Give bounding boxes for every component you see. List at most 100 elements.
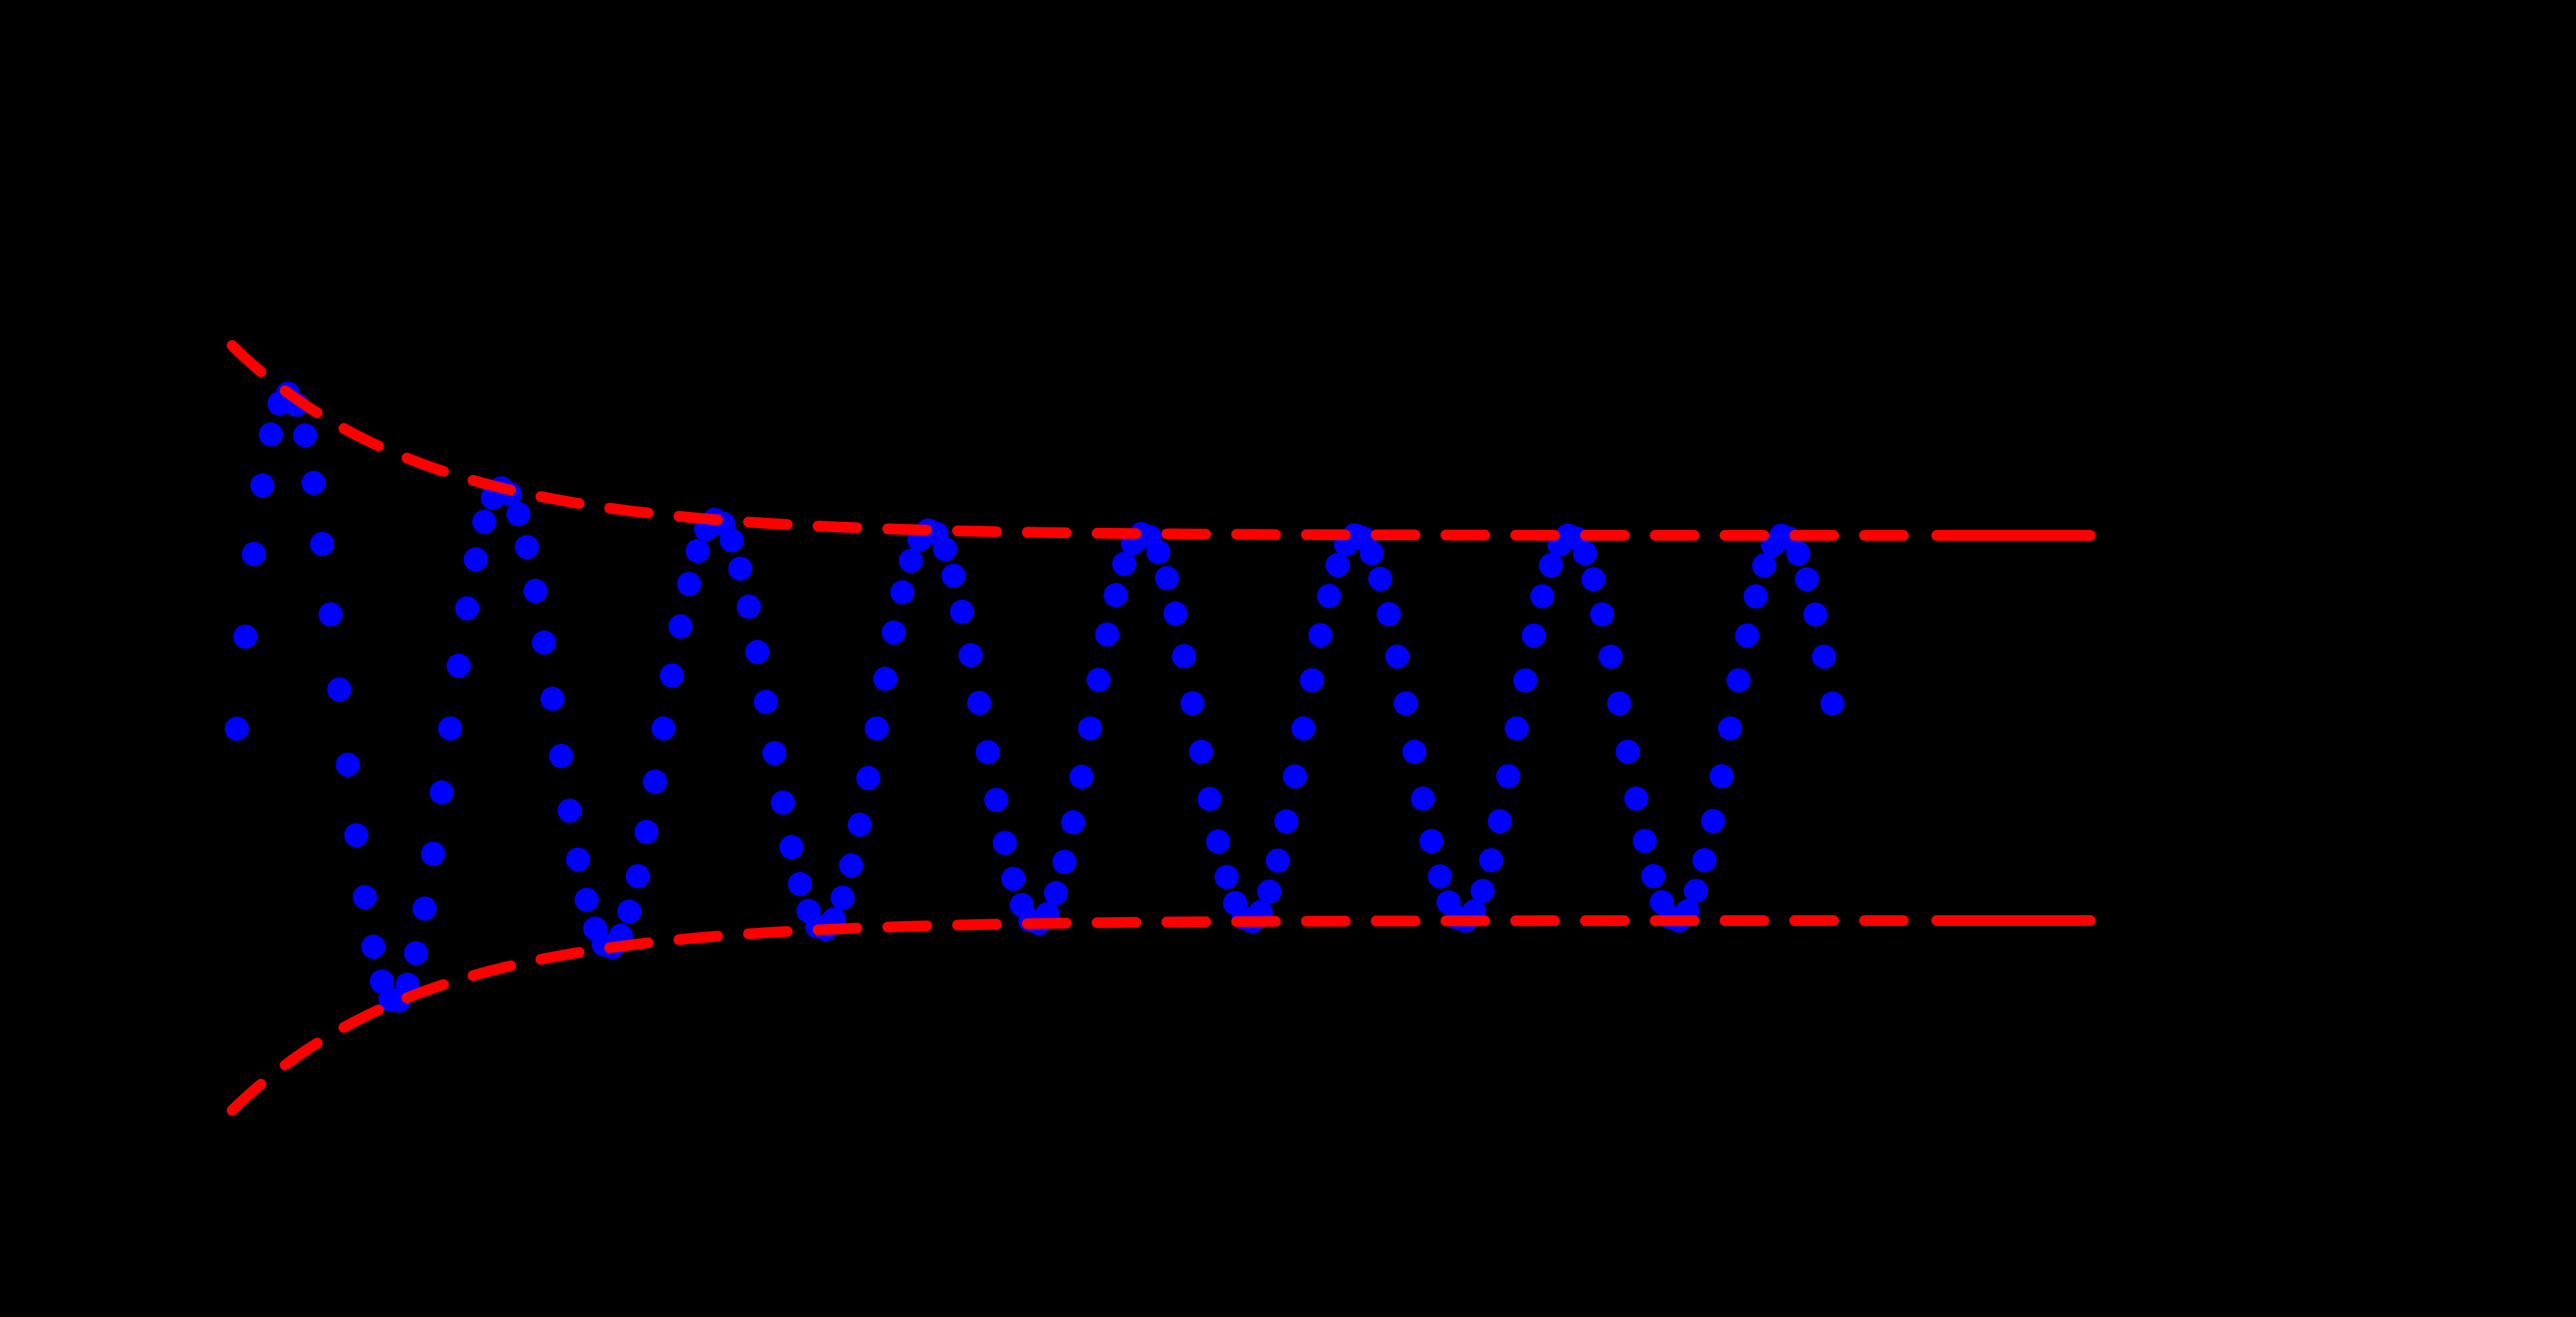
data-dot [429,780,454,805]
data-dot [233,624,258,649]
data-dot [890,580,915,604]
lower-envelope-curve [227,915,1917,1116]
data-dot [370,969,394,994]
data-dot [1803,602,1828,627]
data-dot [1069,764,1094,789]
data-dot [1692,848,1717,872]
data-dot [958,643,983,668]
data-dot [1001,866,1026,891]
data-dot [659,663,684,688]
data-dot [1684,878,1709,903]
data-dot [352,885,377,910]
data-dot [1359,541,1384,566]
data-dot [515,535,539,560]
data-dot [1385,644,1409,669]
data-dot [1095,622,1120,647]
data-dot [1214,865,1239,890]
data-dot [1538,553,1563,578]
data-dot [788,872,812,896]
data-dot [1470,879,1495,903]
data-dot [1743,584,1768,609]
data-dot [250,473,275,498]
data-dot [967,690,991,715]
data-dot [685,539,710,564]
data-dot [830,886,855,910]
data-dot [762,741,787,766]
data-dot [540,686,565,711]
data-dot [898,548,923,573]
data-dot [856,766,881,790]
data-dot [1530,584,1555,609]
data-dot [1291,716,1316,741]
data-dot [1171,644,1196,668]
data-dot [1104,582,1128,607]
data-dot [1598,644,1623,669]
data-dot [1325,553,1350,578]
data-dot [1786,541,1811,566]
data-dot [472,509,496,534]
data-dot [404,941,429,965]
data-dot [1197,786,1222,811]
data-dot [881,620,906,645]
data-dot [1615,739,1640,764]
data-dot [950,599,975,624]
data-dot [1180,691,1205,716]
data-dot [651,716,676,741]
data-dot [779,835,804,859]
data-dot [839,853,863,878]
data-dot [1428,864,1452,889]
data-dot [753,690,778,715]
data-dot [1487,809,1512,833]
data-dot [531,630,556,655]
data-dot [310,531,335,556]
data-dot [745,639,769,664]
data-dot [1205,829,1230,854]
data-dot [1308,623,1333,647]
data-dot [1052,849,1077,874]
data-dot [873,666,898,691]
data-dot [1146,539,1171,564]
data-dot [523,578,548,603]
data-dot [865,716,889,741]
data-dot [1496,764,1521,788]
data-dot [1581,567,1606,592]
data-dot [1521,623,1546,648]
data-dot [1265,848,1290,873]
data-dot [668,614,693,639]
data-dot [847,812,872,837]
data-dot [335,752,360,777]
data-dot [1257,879,1282,904]
data-dot [1419,829,1444,853]
data-dot [1820,691,1845,716]
data-dot [566,847,590,872]
data-dot [1163,601,1188,626]
data-dot [984,788,1009,812]
data-dot [1044,881,1069,906]
data-dot [625,864,650,888]
data-dot [737,594,761,619]
data-dot [557,798,582,823]
data-dot [1726,668,1751,693]
data-dot [438,716,462,741]
data-dot [1155,566,1179,590]
data-dot [1624,786,1649,811]
data-dot [241,541,266,566]
data-dot [677,572,702,596]
data-dot [258,422,283,447]
data-dot [1283,764,1307,789]
data-dot [1299,668,1324,692]
data-dot [1368,566,1393,591]
data-dot [941,564,966,588]
data-dot [1317,584,1342,609]
data-dot [1377,602,1401,627]
data-dot [1402,739,1427,764]
data-dot [1189,739,1214,764]
data-dot [1709,764,1734,788]
data-dot [455,596,480,621]
data-dot [1078,716,1102,741]
data-dot [1411,786,1436,811]
data-dot [643,770,667,794]
data-dot [318,602,343,627]
